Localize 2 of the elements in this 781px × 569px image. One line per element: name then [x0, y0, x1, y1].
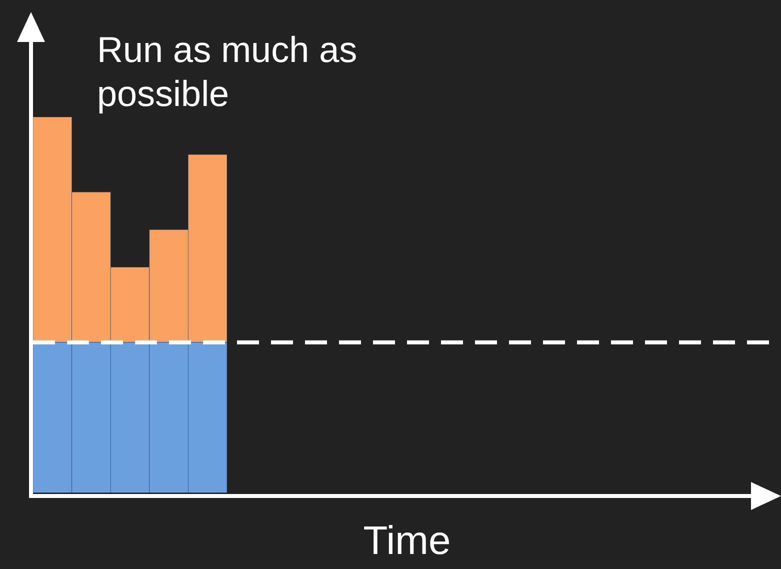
text: Run as much as possible	[97, 28, 358, 116]
x-axis-title: Time	[362, 518, 452, 564]
